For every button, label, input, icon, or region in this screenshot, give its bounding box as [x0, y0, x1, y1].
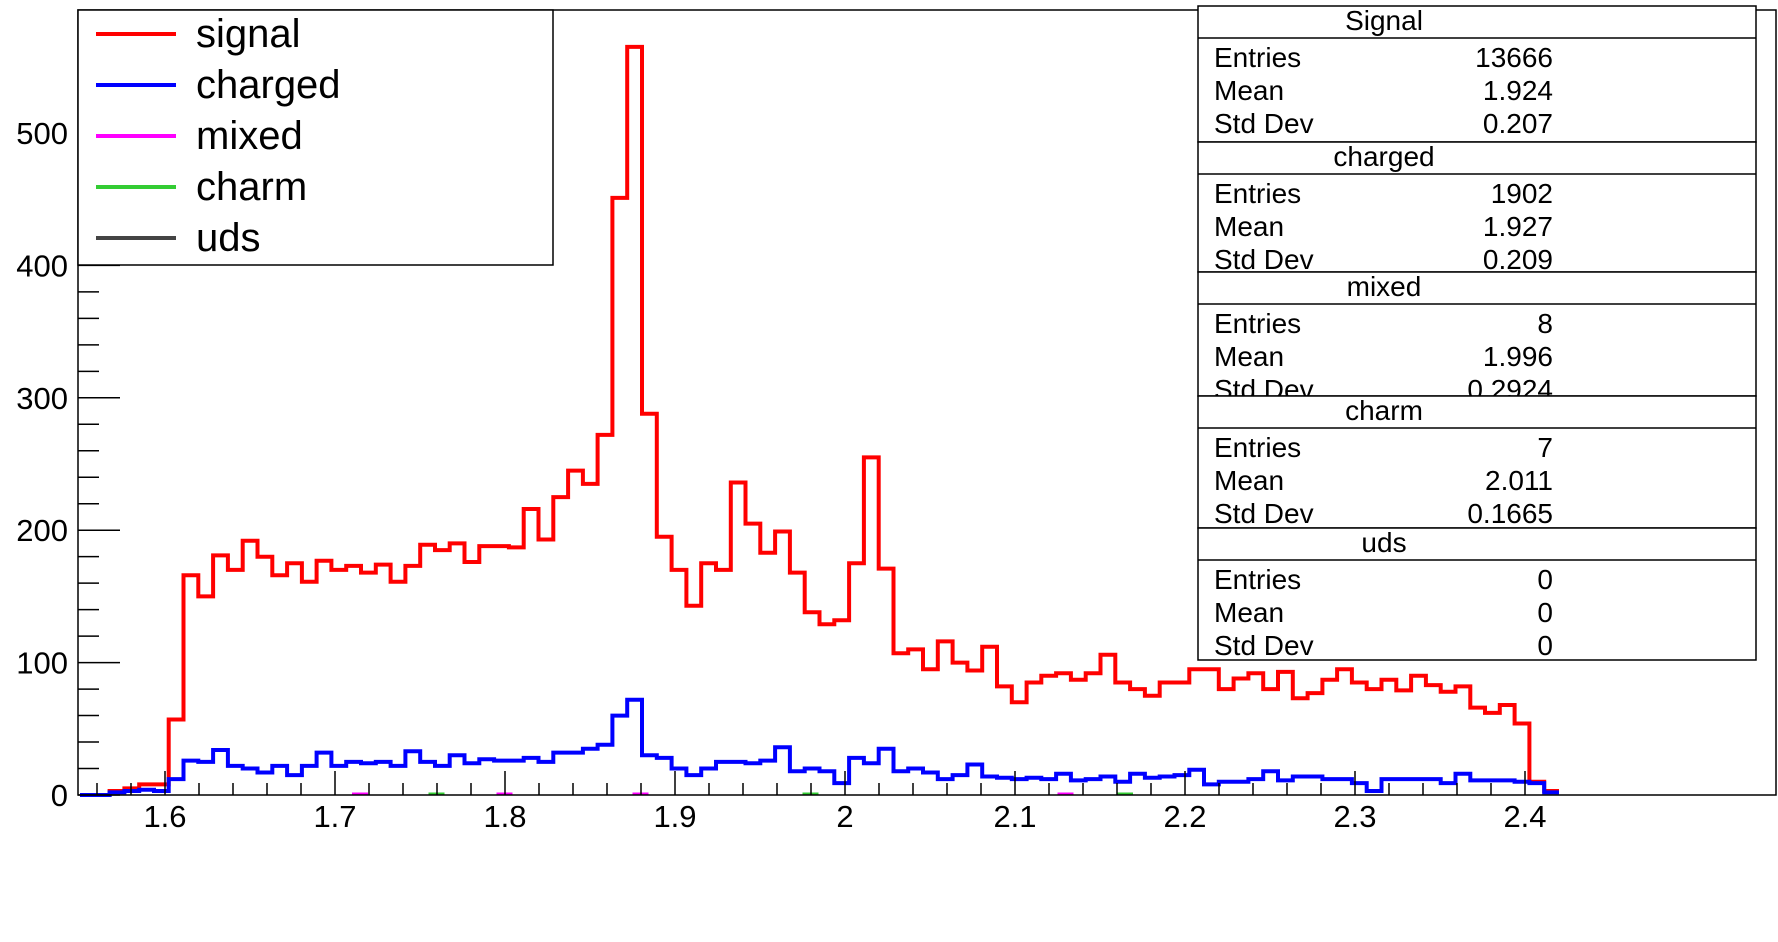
stats-title: charged	[1333, 141, 1434, 172]
y-tick-label: 0	[51, 778, 68, 813]
stats-box-uds	[1197, 527, 1757, 661]
stats-row-label: Entries	[1214, 42, 1301, 73]
stats-row-value: 1.924	[1483, 75, 1553, 106]
legend-label-mixed: mixed	[196, 114, 303, 158]
stats-row-value: 0.209	[1483, 244, 1553, 275]
x-tick-label: 1.8	[483, 799, 526, 834]
y-tick-label: 500	[16, 116, 68, 151]
stats-box-mixed	[1197, 271, 1757, 397]
stats-row-label: Mean	[1214, 597, 1284, 628]
stats-box-charged	[1197, 141, 1757, 273]
stats-title: charm	[1345, 395, 1423, 426]
stats-row-value: 1.996	[1483, 341, 1553, 372]
stats-row-label: Mean	[1214, 341, 1284, 372]
stats-row-label: Std Dev	[1214, 630, 1314, 661]
stats-row-label: Std Dev	[1214, 244, 1314, 275]
stats-row-value: 2.011	[1485, 465, 1553, 496]
stats-row-label: Mean	[1214, 465, 1284, 496]
stats-row-label: Mean	[1214, 211, 1284, 242]
stats-row-label: Entries	[1214, 178, 1301, 209]
x-tick-label: 1.9	[653, 799, 696, 834]
stats-row-value: 1.927	[1483, 211, 1553, 242]
y-tick-label: 400	[16, 248, 68, 283]
stats-title: Signal	[1345, 5, 1423, 36]
legend-label-charged: charged	[196, 63, 341, 107]
stats-row-label: Std Dev	[1214, 498, 1314, 529]
stats-row-value: 1902	[1491, 178, 1553, 209]
stats-row-value: 0.207	[1483, 108, 1553, 139]
stats-title: mixed	[1347, 271, 1422, 302]
stats-row-value: 0	[1537, 564, 1553, 595]
plot-frame	[77, 9, 1777, 796]
stats-row-value: 7	[1537, 432, 1553, 463]
stats-row-value: 0	[1537, 630, 1553, 661]
stats-row-label: Mean	[1214, 75, 1284, 106]
x-tick-label: 1.7	[313, 799, 356, 834]
stats-row-value: 8	[1537, 308, 1553, 339]
x-tick-label: 2.1	[993, 799, 1036, 834]
legend-label-uds: uds	[196, 216, 261, 260]
stats-row-value: 0.1665	[1467, 498, 1553, 529]
series-line-charged	[80, 697, 1559, 797]
axes-layer: 0 100 200 300 400 500 1.6 1.7 1.8 1.9 2 2.1 2.2 2.3 2.…	[16, 9, 1777, 834]
x-tick-label: 2	[836, 799, 853, 834]
series-layer	[80, 44, 1559, 797]
y-tick-label: 200	[16, 513, 68, 548]
stats-title: uds	[1361, 527, 1406, 558]
stats-box-charm	[1197, 395, 1757, 529]
series-line-signal	[80, 44, 1559, 797]
legend-label-charm: charm	[196, 165, 307, 209]
stats-row-value: 0	[1537, 597, 1553, 628]
x-tick-label: 1.6	[143, 799, 186, 834]
legend-label-signal: signal	[196, 12, 301, 56]
stats-row-label: Entries	[1214, 432, 1301, 463]
y-tick-label: 300	[16, 381, 68, 416]
stats-row-value: 13666	[1475, 42, 1553, 73]
x-tick-label: 2.2	[1163, 799, 1206, 834]
stats-row-label: Entries	[1214, 564, 1301, 595]
stats-box: Signal Entries 13666 Mean 1.924 Std Dev 0.207 c…	[1197, 5, 1757, 661]
stats-row-label: Entries	[1214, 308, 1301, 339]
y-tick-label: 100	[16, 646, 68, 681]
stats-row-label: Std Dev	[1214, 108, 1314, 139]
legend: signal charged mixed charm uds	[77, 9, 554, 266]
x-tick-label: 2.3	[1333, 799, 1376, 834]
x-tick-label: 2.4	[1503, 799, 1546, 834]
